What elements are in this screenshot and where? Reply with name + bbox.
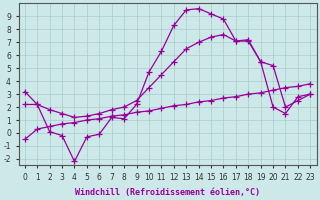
- X-axis label: Windchill (Refroidissement éolien,°C): Windchill (Refroidissement éolien,°C): [75, 188, 260, 197]
